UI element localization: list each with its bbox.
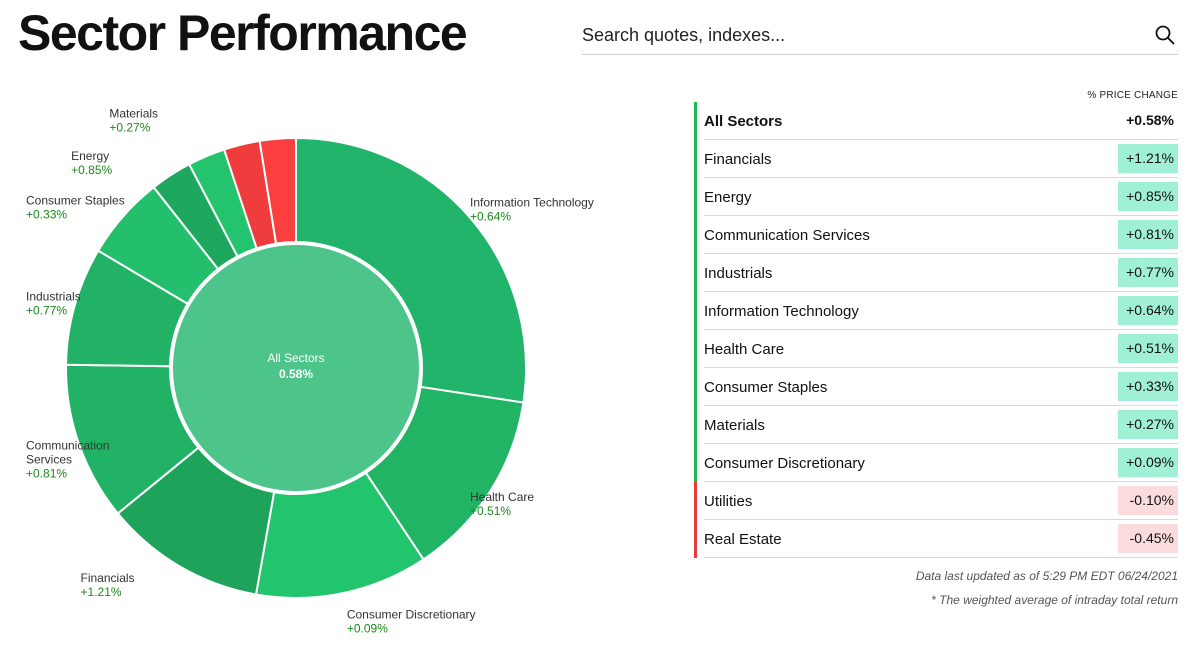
weighted-average-note: * The weighted average of intraday total… <box>931 593 1178 607</box>
sector-name: Communication Services <box>704 227 870 244</box>
slice-label-name: Health Care <box>470 490 534 504</box>
sector-name: Consumer Staples <box>704 379 828 396</box>
sector-name: Consumer Discretionary <box>704 455 865 472</box>
sector-price-change: +0.51% <box>1118 334 1178 363</box>
slice-label-value: +0.27% <box>109 121 150 135</box>
sector-price-change: -0.45% <box>1118 524 1178 553</box>
sector-price-change: +0.77% <box>1118 258 1178 287</box>
sector-price-change: +0.64% <box>1118 296 1178 325</box>
sector-row-content: Real Estate -0.45% <box>704 520 1178 558</box>
page-title: Sector Performance <box>18 5 468 61</box>
sector-row-content: Utilities -0.10% <box>704 482 1178 520</box>
sector-row-content: All Sectors +0.58% <box>704 102 1178 140</box>
sector-row[interactable]: Information Technology +0.64% <box>694 292 1178 330</box>
slice-label-value: +0.51% <box>470 504 511 518</box>
sector-table: All Sectors +0.58% Financials +1.21% Energy +… <box>694 102 1178 558</box>
sector-name: Energy <box>704 189 752 206</box>
sector-row-content: Health Care +0.51% <box>704 330 1178 368</box>
sector-row[interactable]: All Sectors +0.58% <box>694 102 1178 140</box>
slice-label: Industrials+0.77% <box>26 290 81 318</box>
sector-name: Health Care <box>704 341 785 358</box>
slice-label-value: +0.81% <box>26 467 67 481</box>
sector-name: Materials <box>704 417 765 434</box>
sector-name: All Sectors <box>704 113 783 130</box>
slice-label-name: Materials <box>109 107 158 121</box>
slice-label-name: Consumer Discretionary <box>347 608 476 622</box>
sector-price-change: +0.33% <box>1118 372 1178 401</box>
data-updated-note: Data last updated as of 5:29 PM EDT 06/2… <box>915 569 1178 583</box>
slice-label-name: Communication <box>26 439 109 453</box>
sector-row[interactable]: Industrials +0.77% <box>694 254 1178 292</box>
sector-name: Real Estate <box>704 531 782 548</box>
slice-label: Consumer Discretionary+0.09% <box>347 608 476 636</box>
slice-label-name: Services <box>26 453 72 467</box>
slice-label: Energy+0.85% <box>71 149 112 177</box>
sector-row[interactable]: Financials +1.21% <box>694 140 1178 178</box>
sector-row[interactable]: Real Estate -0.45% <box>694 520 1178 558</box>
sector-name: Industrials <box>704 265 773 282</box>
slice-label: Financials+1.21% <box>81 571 135 599</box>
slice-label-name: Consumer Staples <box>26 194 125 208</box>
sector-row-content: Industrials +0.77% <box>704 254 1178 292</box>
sector-price-change: +1.21% <box>1118 144 1178 173</box>
sector-slice[interactable] <box>258 136 297 245</box>
sector-price-change: +0.81% <box>1118 220 1178 249</box>
sector-name: Utilities <box>704 493 753 510</box>
sector-price-change: +0.27% <box>1118 410 1178 439</box>
sector-row[interactable]: Health Care +0.51% <box>694 330 1178 368</box>
slice-label-value: +0.33% <box>26 208 67 222</box>
sector-row-content: Communication Services +0.81% <box>704 216 1178 254</box>
sector-row-content: Consumer Discretionary +0.09% <box>704 444 1178 482</box>
center-label: All Sectors <box>267 351 324 365</box>
slice-label-value: +1.21% <box>81 585 122 599</box>
slice-label-name: Information Technology <box>470 195 594 209</box>
sector-price-change: +0.85% <box>1118 182 1178 211</box>
sector-row[interactable]: Consumer Discretionary +0.09% <box>694 444 1178 482</box>
sector-row-content: Materials +0.27% <box>704 406 1178 444</box>
sector-slice[interactable] <box>295 136 527 404</box>
search-input[interactable] <box>582 20 1142 50</box>
search-icon[interactable] <box>1154 24 1176 46</box>
slice-label-name: Financials <box>81 571 135 585</box>
slice-label-name: Industrials <box>26 290 81 304</box>
sector-name: Information Technology <box>704 303 859 320</box>
sector-row-content: Energy +0.85% <box>704 178 1178 216</box>
search-bar <box>582 18 1178 55</box>
sector-price-change: +0.09% <box>1118 448 1178 477</box>
slice-label-value: +0.85% <box>71 163 112 177</box>
slice-label-value: +0.77% <box>26 304 67 318</box>
sector-row[interactable]: Utilities -0.10% <box>694 482 1178 520</box>
sector-price-change: -0.10% <box>1118 486 1178 515</box>
slice-label: Consumer Staples+0.33% <box>26 194 125 222</box>
slice-label-name: Energy <box>71 149 109 163</box>
sector-row[interactable]: Consumer Staples +0.33% <box>694 368 1178 406</box>
slice-label: Health Care+0.51% <box>470 490 534 518</box>
sector-row[interactable]: Energy +0.85% <box>694 178 1178 216</box>
sector-row-content: Consumer Staples +0.33% <box>704 368 1178 406</box>
sector-name: Financials <box>704 151 772 168</box>
sector-row-content: Information Technology +0.64% <box>704 292 1178 330</box>
column-header-price-change: % PRICE CHANGE <box>1087 90 1178 101</box>
sector-price-change: +0.58% <box>1126 112 1174 128</box>
slice-label-value: +0.09% <box>347 622 388 636</box>
all-sectors-center[interactable] <box>171 243 421 493</box>
sector-row-content: Financials +1.21% <box>704 140 1178 178</box>
sector-row[interactable]: Materials +0.27% <box>694 406 1178 444</box>
center-value: 0.58% <box>279 367 313 381</box>
sector-row[interactable]: Communication Services +0.81% <box>694 216 1178 254</box>
slice-label-value: +0.64% <box>470 209 511 223</box>
slice-label: Materials+0.27% <box>109 107 158 135</box>
slice-label: Information Technology+0.64% <box>470 195 594 223</box>
